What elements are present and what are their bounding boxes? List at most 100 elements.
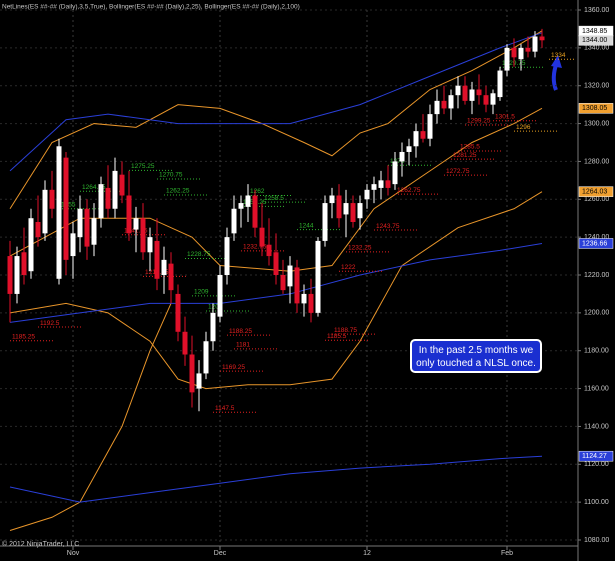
candle-body (231, 208, 237, 234)
candle-body (399, 151, 405, 162)
band-line (9, 107, 543, 272)
netline-label: 1169.25 (222, 364, 245, 371)
y-tick-label: 1240.00 (584, 234, 609, 241)
candle-body (21, 252, 27, 275)
netline-label: 1192.5 (40, 320, 60, 327)
candle-body (385, 180, 391, 188)
netline-label: 1209 (194, 289, 209, 296)
band-line (9, 32, 543, 172)
candle-body (413, 131, 419, 147)
y-tick-label: 1200.00 (584, 310, 609, 317)
price-marker (578, 35, 614, 46)
netline-label: 1188.25 (229, 328, 252, 335)
candle-body (35, 222, 41, 238)
netline-label: 1185.25 (12, 333, 35, 340)
price-marker-label: 1124.27 (582, 453, 607, 460)
netline-label: 1185.5 (327, 333, 347, 340)
candle-body (126, 195, 132, 234)
candle-body (84, 208, 90, 247)
netline-label: 1264.25 (82, 184, 106, 191)
y-tick-label: 1140.00 (584, 423, 609, 430)
candle-body (217, 275, 223, 317)
y-tick-label: 1100.00 (584, 499, 609, 506)
candle-body (497, 70, 503, 98)
price-marker (578, 186, 614, 197)
candle-body (336, 195, 342, 219)
band-line (9, 455, 543, 503)
price-marker (578, 238, 614, 249)
candle-body (7, 256, 13, 294)
candle-body (154, 240, 160, 279)
y-tick-label: 1340.00 (584, 45, 609, 52)
band-line (9, 303, 172, 532)
x-tick-label: 12 (363, 550, 371, 557)
y-tick-label: 1300.00 (584, 120, 609, 127)
candle-body (490, 93, 496, 105)
candle-body (469, 89, 475, 101)
candle-body (63, 157, 69, 260)
netline-label: 1262.75 (397, 187, 421, 194)
annotation: In the past 2.5 months we only touched a… (410, 339, 542, 373)
candle-body (266, 244, 272, 257)
y-tick-label: 1120.00 (584, 461, 609, 468)
candle-body (14, 256, 20, 294)
band-line (9, 191, 543, 390)
netline-label: 1262.25 (166, 188, 190, 195)
candle-body (161, 259, 167, 275)
candle-body (105, 187, 111, 209)
candle-body (406, 146, 412, 152)
price-marker-label: 1344.00 (582, 37, 607, 44)
candle-body (539, 36, 545, 41)
netline-label: 1281.25 (453, 152, 477, 159)
candle-body (210, 312, 216, 342)
netline-label: 1232.75 (243, 244, 267, 251)
candle-body (420, 131, 426, 139)
candle-body (308, 293, 314, 313)
candle-body (518, 47, 524, 60)
price-marker (578, 450, 614, 462)
y-tick-label: 1220.00 (584, 272, 609, 279)
candle-body (119, 174, 125, 196)
candle-body (273, 252, 279, 275)
netline-label: 1243.75 (376, 223, 400, 230)
candle-body (280, 275, 286, 291)
candle-body (441, 100, 447, 109)
candle-body (259, 227, 265, 247)
candle-body (98, 184, 104, 219)
y-tick-label: 1360.00 (584, 7, 609, 14)
y-tick-label: 1260.00 (584, 196, 609, 203)
x-tick-label: Nov (67, 550, 80, 557)
candle-body (147, 237, 153, 253)
netline-label: 1334 (551, 52, 566, 59)
candle-body (168, 263, 174, 291)
candle-body (224, 237, 230, 275)
candle-body (301, 293, 307, 304)
candle-body (329, 195, 335, 204)
candle-body (322, 203, 328, 241)
y-tick-label: 1160.00 (584, 385, 609, 392)
candle-body (238, 203, 244, 209)
netline-label: 1228.75 (187, 251, 211, 258)
candle-body (287, 265, 293, 287)
candle-body (196, 373, 202, 389)
netline-label: 1188.75 (334, 327, 357, 334)
candle-body (427, 114, 433, 139)
netline-label: 1201 (208, 304, 223, 311)
candle-body (455, 85, 461, 96)
price-marker-label: 1236.66 (582, 240, 607, 247)
candle-body (483, 95, 489, 105)
price-marker-label: 1348.85 (582, 28, 607, 35)
candle-body (392, 161, 398, 185)
netline-label: 1275.25 (131, 163, 155, 170)
candle-body (350, 203, 356, 222)
candle-body (91, 218, 97, 245)
candle-body (504, 47, 510, 71)
candle-body (42, 189, 48, 234)
x-tick-label: Dec (214, 550, 227, 557)
netline-label: 1262 (250, 188, 265, 195)
candle-body (511, 47, 517, 58)
